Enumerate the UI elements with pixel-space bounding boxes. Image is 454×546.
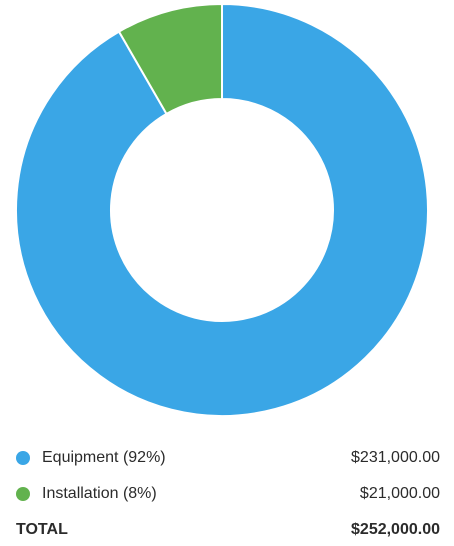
equipment-label: Equipment (92%) bbox=[42, 449, 166, 466]
equipment-slice bbox=[15, 2, 429, 417]
equipment-value: $231,000.00 bbox=[351, 449, 440, 466]
equipment-color-dot bbox=[16, 451, 30, 465]
installation-color-dot bbox=[16, 487, 30, 501]
installation-slice bbox=[117, 2, 223, 116]
legend-row-equipment: Equipment (92%) $231,000.00 bbox=[16, 444, 440, 472]
legend-row-installation: Installation (8%) $21,000.00 bbox=[16, 480, 440, 508]
installation-value: $21,000.00 bbox=[359, 485, 440, 502]
total-row: TOTAL $252,000.00 bbox=[16, 516, 440, 544]
total-label: TOTAL bbox=[16, 521, 68, 538]
total-value: $252,000.00 bbox=[351, 521, 440, 538]
donut-chart bbox=[15, 2, 429, 417]
installation-label: Installation (8%) bbox=[42, 485, 157, 502]
